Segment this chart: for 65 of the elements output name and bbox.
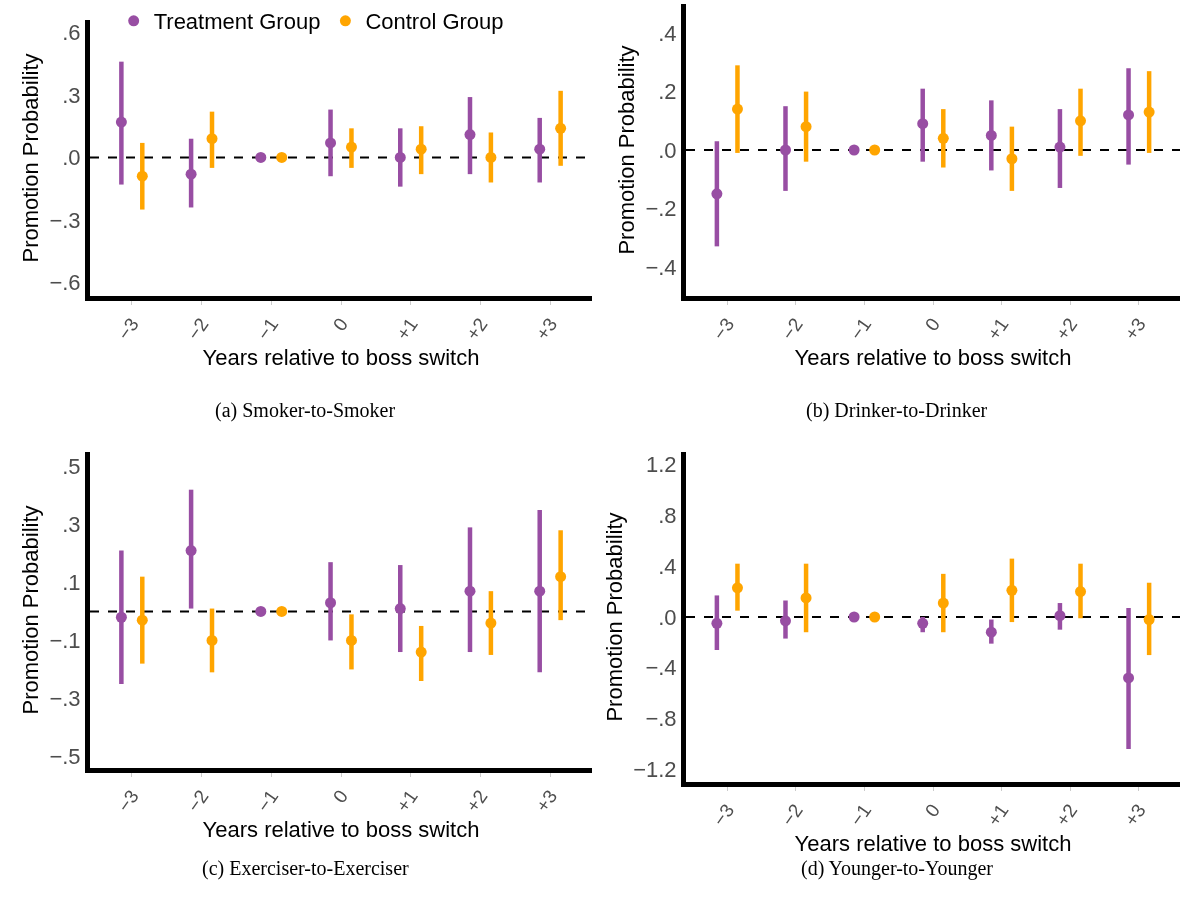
x-tick-label: −2	[182, 786, 213, 816]
y-tick-label: .0	[62, 145, 81, 171]
x-tick-label: −1	[252, 786, 283, 816]
x-tick-label: +1	[983, 314, 1013, 344]
x-tick-label: −2	[182, 314, 213, 344]
y-tick-label: .0	[658, 137, 677, 163]
y-tick-label: −.8	[645, 706, 677, 732]
x-tick-label: 0	[328, 786, 353, 807]
text: (d) Younger-to-Younger	[801, 857, 994, 880]
text: (a) Smoker-to-Smoker	[215, 399, 396, 422]
y-axis-title: Promotion Probability	[18, 53, 44, 263]
x-axis-title: Years relative to boss switch	[794, 344, 1072, 370]
y-tick-label: .4	[658, 20, 677, 46]
x-tick-label: +2	[461, 786, 492, 816]
x-tick-label: −2	[777, 314, 807, 344]
y-tick-label: .1	[62, 570, 81, 596]
x-tick-label: +1	[392, 786, 422, 816]
text: (b) Drinker-to-Drinker	[806, 399, 988, 422]
x-tick-label: +3	[1120, 314, 1150, 344]
y-tick-label: −.5	[49, 744, 81, 770]
y-tick-label: −.1	[49, 628, 81, 654]
y-tick-label: .3	[62, 82, 81, 108]
y-tick-label: .6	[62, 20, 81, 46]
x-tick-label: 0	[328, 314, 353, 335]
y-axis-title: Promotion Probability	[614, 45, 640, 255]
y-tick-label: .4	[658, 553, 677, 579]
x-axis-title: Years relative to boss switch	[202, 816, 480, 842]
x-tick-label: −3	[708, 314, 739, 344]
x-tick-label: −1	[252, 314, 283, 344]
y-axis-title: Promotion Probability	[601, 512, 627, 722]
x-tick-label: +2	[1051, 800, 1082, 830]
y-tick-label: .5	[62, 454, 81, 480]
y-tick-label: −1.2	[633, 757, 677, 783]
x-tick-label: +1	[392, 314, 422, 344]
x-tick-label: +2	[1051, 314, 1082, 344]
y-tick-label: −.2	[645, 196, 677, 222]
x-axis-title: Years relative to boss switch	[202, 344, 480, 370]
y-tick-label: −.3	[49, 207, 81, 233]
y-tick-label: .2	[658, 79, 677, 105]
x-tick-label: −2	[777, 800, 807, 830]
text: (c) Exerciser-to-Exerciser	[202, 857, 410, 880]
y-tick-label: −.4	[645, 655, 677, 681]
x-tick-label: −1	[845, 314, 876, 344]
x-tick-label: +2	[461, 314, 492, 344]
y-tick-label: −.3	[49, 686, 81, 712]
x-tick-label: −3	[113, 314, 143, 344]
x-tick-label: −1	[845, 800, 876, 830]
x-axis-title: Years relative to boss switch	[794, 830, 1072, 856]
y-tick-label: −.4	[645, 254, 677, 280]
y-axis-title: Promotion Probability	[18, 505, 44, 715]
x-tick-label: +3	[1120, 800, 1150, 830]
x-tick-label: −3	[708, 800, 739, 830]
y-tick-label: .0	[658, 604, 677, 630]
x-tick-label: 0	[920, 800, 945, 821]
x-tick-label: +1	[983, 800, 1013, 830]
x-tick-label: +3	[531, 786, 562, 816]
legend-label: Control Group	[365, 9, 504, 35]
x-tick-label: +3	[531, 314, 562, 344]
x-tick-label: 0	[920, 314, 945, 335]
y-tick-label: .8	[658, 503, 677, 529]
legend-label: Treatment Group	[153, 9, 321, 35]
x-tick-label: −3	[113, 786, 143, 816]
y-tick-label: .3	[62, 512, 81, 538]
y-tick-label: −.6	[49, 270, 81, 296]
y-tick-label: 1.2	[646, 452, 677, 478]
